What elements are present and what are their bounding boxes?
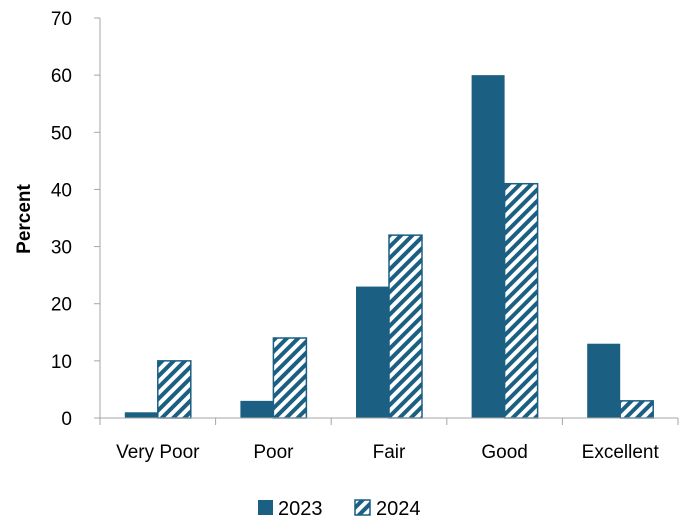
bar-2023-fair [356, 286, 389, 418]
legend: 2023 2024 [258, 498, 421, 520]
x-axis: Very Poor Poor Fair Good Excellent [99, 417, 679, 463]
legend-swatch-2023 [258, 500, 273, 515]
bar-2024-poor [272, 337, 308, 419]
bar-2023-excellent [587, 343, 621, 418]
x-tick-label: Very Poor [116, 442, 200, 463]
y-tick-label: 30 [51, 238, 72, 259]
y-axis: 0 10 20 30 40 50 60 70 [51, 9, 101, 430]
bar-2023-poor [240, 400, 274, 418]
legend-label-2023: 2023 [278, 498, 323, 520]
y-tick-label: 60 [51, 66, 72, 87]
bar-2024-excellent [619, 400, 654, 419]
x-tick-label: Excellent [582, 442, 660, 463]
y-tick-label: 0 [61, 409, 72, 430]
bar-2024-fair [388, 234, 423, 419]
bar-2023-very-poor [124, 412, 158, 418]
y-tick-label: 20 [51, 295, 72, 316]
x-tick-label: Fair [373, 442, 406, 463]
bar-2024-very-poor [157, 360, 192, 419]
bar-2023-good [471, 75, 505, 419]
y-axis-label: Percent [14, 183, 35, 253]
y-tick-label: 40 [51, 180, 72, 201]
x-tick-label: Poor [253, 442, 294, 463]
x-tick-label: Good [481, 442, 527, 463]
y-tick-label: 50 [51, 123, 72, 144]
y-tick-label: 70 [51, 9, 72, 30]
bars [124, 75, 654, 419]
legend-swatch-2024 [354, 499, 371, 516]
legend-label-2024: 2024 [376, 498, 421, 520]
y-tick-label: 10 [51, 352, 72, 373]
bar-2024-good [503, 182, 539, 419]
